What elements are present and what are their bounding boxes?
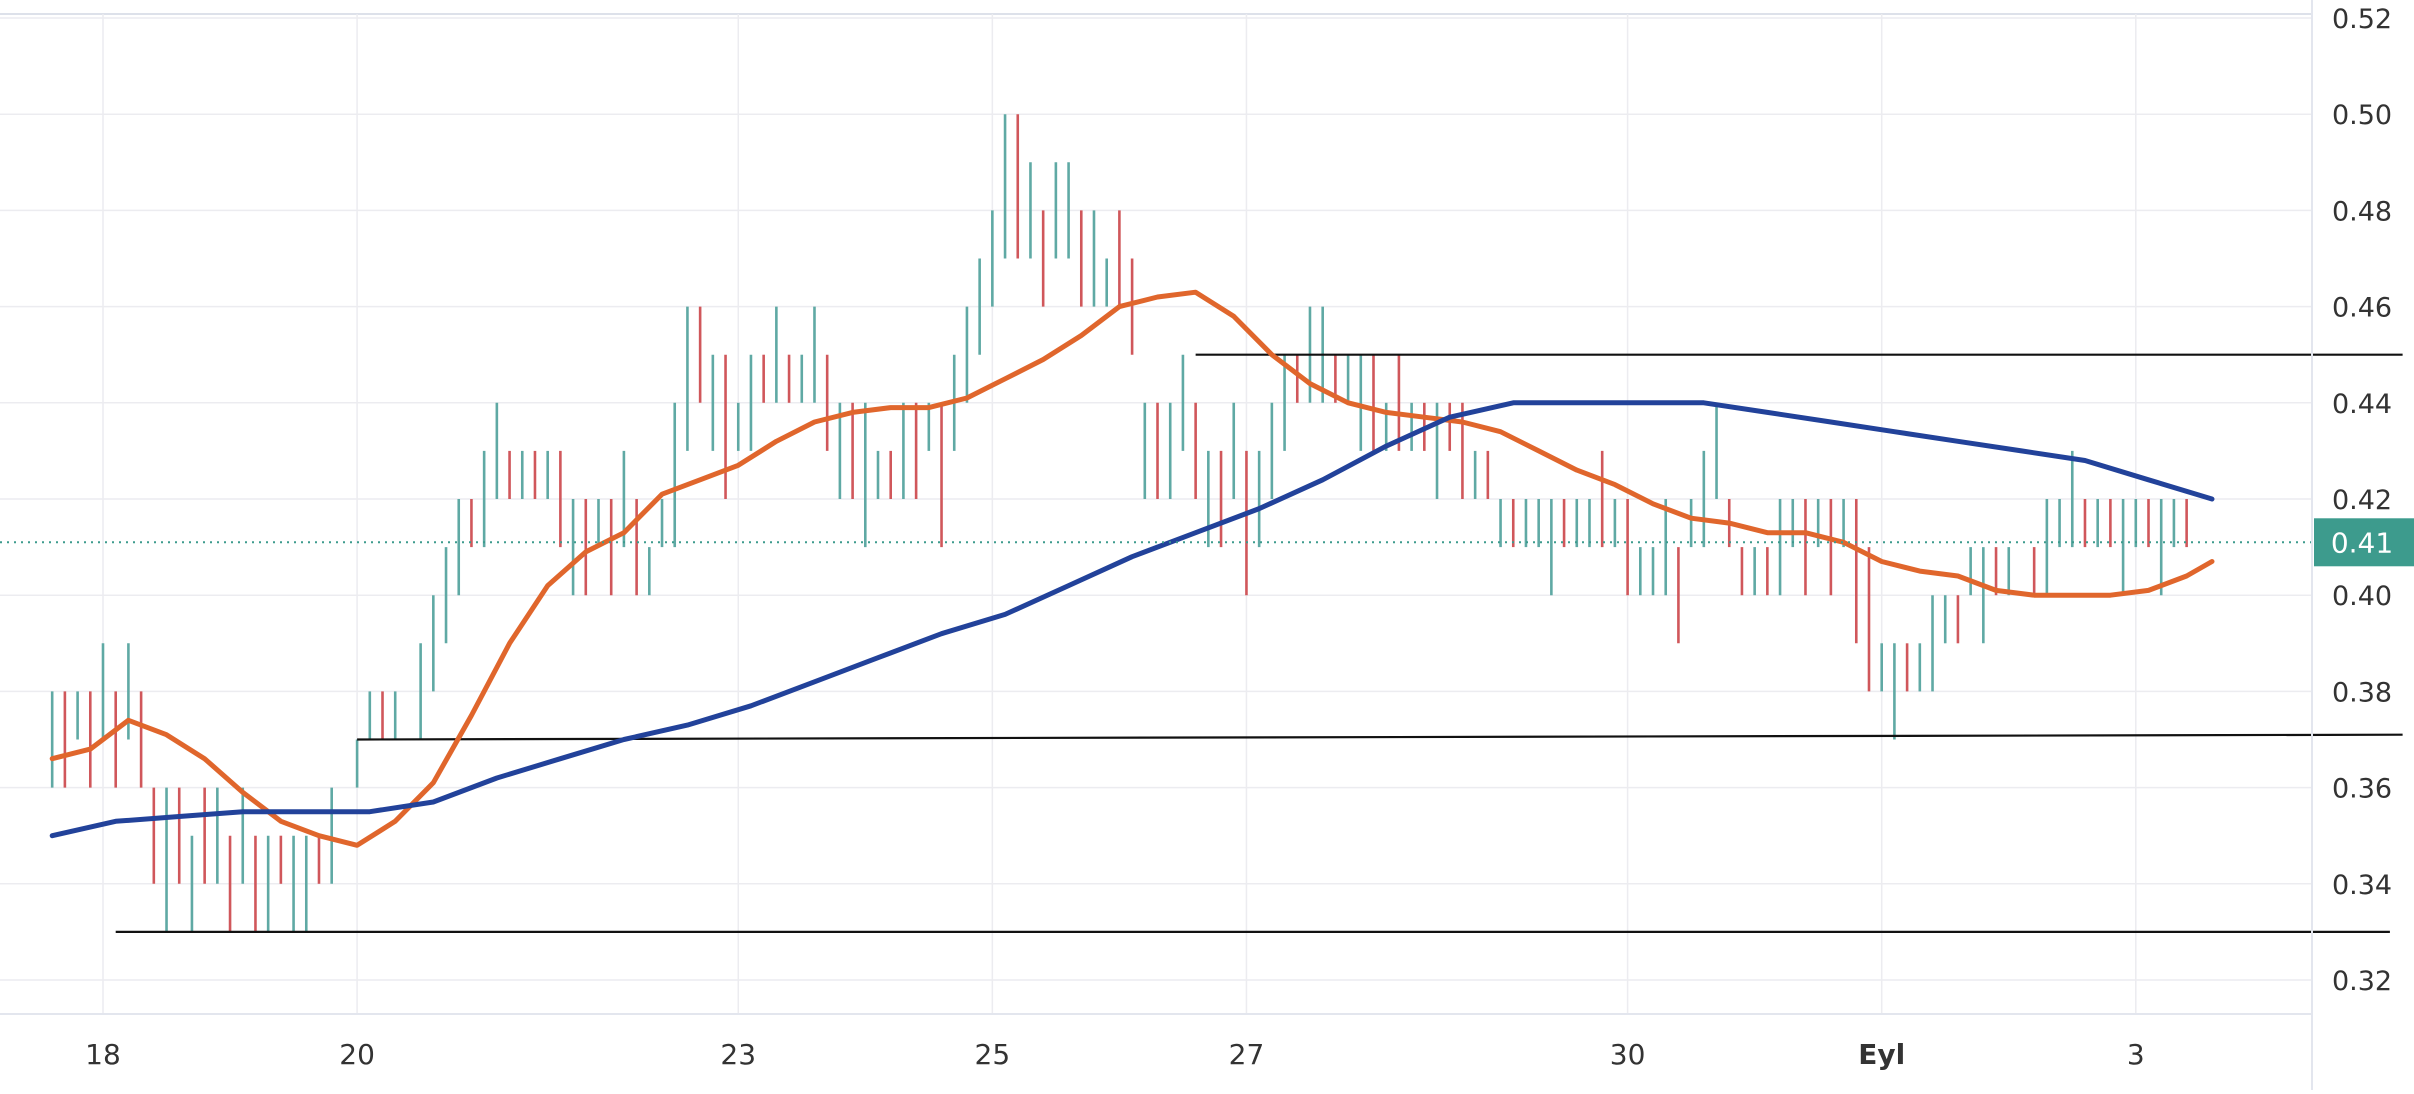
y-tick-label: 0.50 (2332, 100, 2392, 131)
moving-averages (49, 289, 2215, 848)
x-tick-label: Eyl (1858, 1038, 1905, 1071)
slow-moving-average-line (49, 400, 2215, 839)
grid-lines (0, 13, 2312, 1014)
horizontal-levels (115, 353, 2403, 934)
x-tick-label: 18 (85, 1038, 121, 1071)
x-tick-label: 20 (339, 1038, 375, 1071)
x-tick-label: 30 (1610, 1038, 1646, 1071)
y-tick-label: 0.32 (2332, 966, 2392, 997)
fast-moving-average-line (49, 289, 2215, 848)
y-tick-label: 0.42 (2332, 485, 2392, 516)
x-tick-label: 27 (1229, 1038, 1265, 1071)
last-price-label: 0.41 (2331, 526, 2393, 559)
y-tick-label: 0.46 (2332, 293, 2392, 324)
y-tick-label: 0.36 (2332, 774, 2392, 805)
horizontal-level-line (357, 733, 2403, 741)
y-tick-label: 0.40 (2332, 581, 2392, 612)
x-tick-label: 25 (975, 1038, 1011, 1071)
y-tick-label: 0.48 (2332, 196, 2392, 227)
y-tick-label: 0.38 (2332, 677, 2392, 708)
x-tick-label: 23 (720, 1038, 756, 1071)
y-tick-label: 0.34 (2332, 870, 2392, 901)
x-tick-label: 3 (2127, 1038, 2145, 1071)
last-price-badge-bg (2314, 518, 2414, 567)
y-tick-label: 0.44 (2332, 389, 2392, 420)
y-tick-label: 0.52 (2332, 4, 2392, 35)
last-price-badge: 0.41 (2314, 518, 2414, 567)
